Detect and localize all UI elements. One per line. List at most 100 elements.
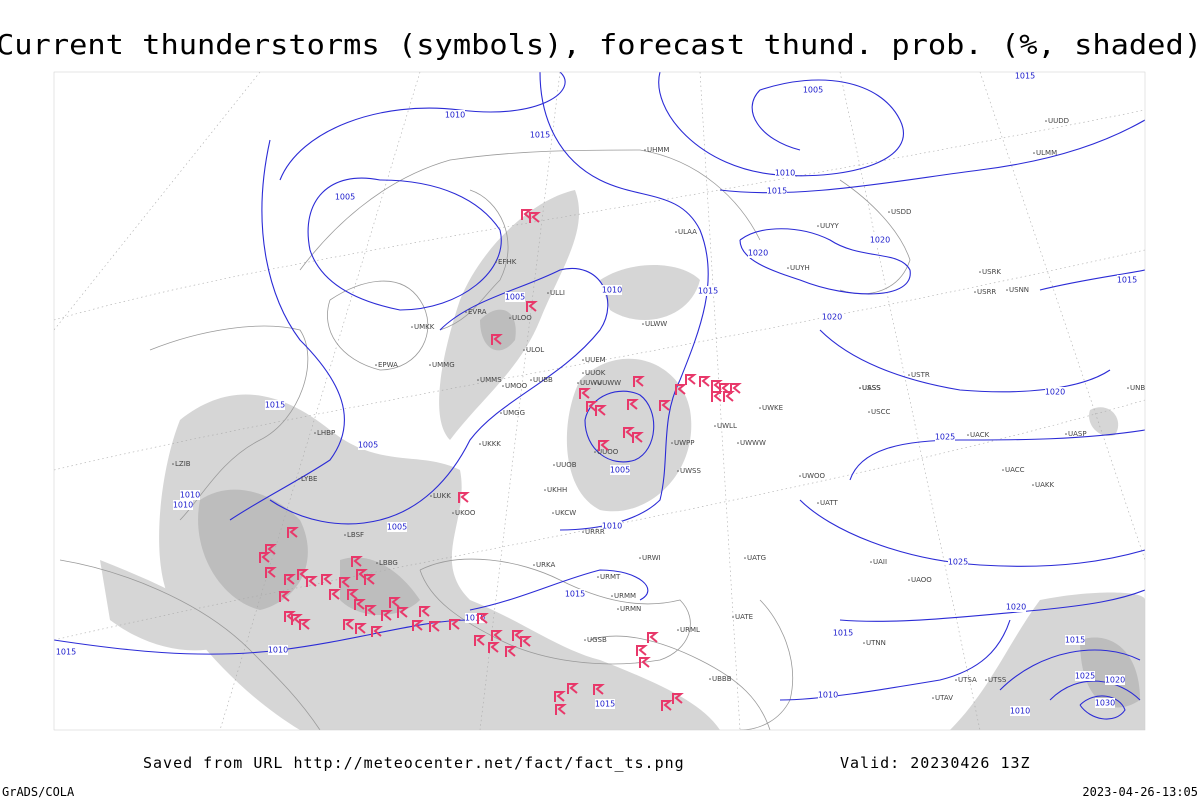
station-dot xyxy=(1033,152,1035,154)
isobar-label-bg xyxy=(610,465,630,475)
isobar-label-bg xyxy=(935,432,955,442)
station-dot xyxy=(644,149,646,151)
station-dot xyxy=(495,261,497,263)
thunderstorm-symbol xyxy=(675,384,687,395)
station-dot xyxy=(985,679,987,681)
isobar-label: 1015 xyxy=(833,629,853,638)
station-label: UKCW xyxy=(555,509,576,517)
isobar-label-bg xyxy=(268,645,288,655)
isobar-label-bg xyxy=(698,286,718,296)
thunderstorm-symbol xyxy=(730,383,742,394)
thunderstorm-symbol xyxy=(526,301,538,312)
station-label: USRR xyxy=(977,288,996,296)
station-label: URRR xyxy=(585,528,605,536)
thunderstorm-symbol xyxy=(554,691,566,702)
thunderstorm-symbol xyxy=(306,576,318,587)
station-dot xyxy=(376,562,378,564)
isobar-label: 1010 xyxy=(1010,707,1030,716)
isobar-label-bg xyxy=(335,192,355,202)
thunderstorm-symbol xyxy=(354,599,366,610)
station-dot xyxy=(732,616,734,618)
isobar-label-bg xyxy=(530,130,550,140)
thunderstorm-symbol xyxy=(659,400,671,411)
thunderstorm-symbol xyxy=(521,209,533,220)
thunderstorm-symbol xyxy=(297,569,309,580)
station-dot xyxy=(429,364,431,366)
station-label: UAKK xyxy=(1035,481,1055,489)
station-label: UTSS xyxy=(988,676,1007,684)
isobar-label: 1010 xyxy=(173,501,193,510)
isobar-label: 1015 xyxy=(1065,636,1085,645)
station-label: UMGG xyxy=(503,409,525,417)
thunderstorm-symbol xyxy=(339,577,351,588)
isobar-label-bg xyxy=(803,85,823,95)
isobar-label-bg xyxy=(602,521,622,531)
station-dot xyxy=(617,608,619,610)
station-label: URMN xyxy=(620,605,641,613)
isobar-label: 1010 xyxy=(818,691,838,700)
thunderstorm-symbol xyxy=(593,684,605,695)
isobar-label-bg xyxy=(748,248,768,258)
station-label: UATG xyxy=(747,554,766,562)
station-dot xyxy=(597,576,599,578)
station-dot xyxy=(859,387,861,389)
station-label: UUYH xyxy=(790,264,810,272)
isobar-label: 1005 xyxy=(387,523,407,532)
station-label: URML xyxy=(680,626,700,634)
thunderstorm-symbol xyxy=(633,376,645,387)
isobar-label: 1015 xyxy=(698,287,718,296)
isobar-label: 1020 xyxy=(1045,388,1065,397)
isobar-label-bg xyxy=(1075,671,1095,681)
thunderstorm-symbol xyxy=(711,380,723,391)
station-dot xyxy=(979,271,981,273)
thunderstorm-symbol xyxy=(279,591,291,602)
station-dot xyxy=(639,557,641,559)
isobar-label-bg xyxy=(1006,602,1026,612)
thunderstorm-symbol xyxy=(586,401,598,412)
station-label: ULOL xyxy=(526,346,544,354)
thunderstorm-symbol xyxy=(449,619,461,630)
isobar-label: 1010 xyxy=(775,169,795,178)
station-label: USDD xyxy=(891,208,911,216)
station-label: UAII xyxy=(873,558,887,566)
isobar-label: 1005 xyxy=(803,86,823,95)
thunderstorm-symbol xyxy=(397,607,409,618)
station-dot xyxy=(744,557,746,559)
station-label: UUEM xyxy=(585,356,606,364)
station-label: LYBE xyxy=(301,475,317,483)
station-label: URMT xyxy=(600,573,621,581)
thunderstorm-symbol xyxy=(623,427,635,438)
isobar-label: 1005 xyxy=(610,466,630,475)
station-dot xyxy=(908,374,910,376)
station-label: USTR xyxy=(911,371,930,379)
station-dot xyxy=(671,442,673,444)
station-dot xyxy=(544,489,546,491)
station-dot xyxy=(577,382,579,384)
station-label: UKOO xyxy=(455,509,476,517)
thunderstorm-symbol xyxy=(365,605,377,616)
station-label: UACK xyxy=(970,431,990,439)
thunderstorm-symbol xyxy=(711,391,723,402)
isobar-label: 1010 xyxy=(180,491,200,500)
thunderstorm-symbol xyxy=(520,636,532,647)
thunderstorm-symbol xyxy=(555,704,567,715)
thunderstorm-symbol xyxy=(356,569,368,580)
station-label: UUYY xyxy=(820,222,840,230)
thunderstorm-symbol xyxy=(371,626,383,637)
station-dot xyxy=(787,267,789,269)
station-label: ULLI xyxy=(550,289,565,297)
thunderstorm-symbol xyxy=(505,646,517,657)
station-dot xyxy=(955,679,957,681)
isobar-label: 1015 xyxy=(1117,276,1137,285)
station-dot xyxy=(737,442,739,444)
station-dot xyxy=(523,349,525,351)
thunderstorm-symbol xyxy=(661,700,673,711)
isobar-label-bg xyxy=(180,490,200,500)
station-dot xyxy=(452,512,454,514)
valid-time: Valid: 20230426 13Z xyxy=(840,754,1031,772)
generation-timestamp: 2023-04-26-13:05 xyxy=(1082,785,1198,799)
thunderstorm-symbol xyxy=(512,630,524,641)
isobar-label: 1025 xyxy=(1075,672,1095,681)
